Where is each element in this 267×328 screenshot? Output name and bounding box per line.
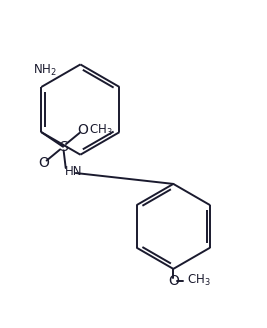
- Text: O: O: [38, 156, 49, 170]
- Text: O: O: [77, 123, 88, 137]
- Text: O: O: [168, 274, 179, 288]
- Text: NH$_2$: NH$_2$: [33, 63, 57, 78]
- Text: S: S: [59, 140, 68, 154]
- Text: CH$_3$: CH$_3$: [89, 123, 113, 138]
- Text: CH$_3$: CH$_3$: [187, 273, 210, 288]
- Text: HN: HN: [64, 165, 82, 178]
